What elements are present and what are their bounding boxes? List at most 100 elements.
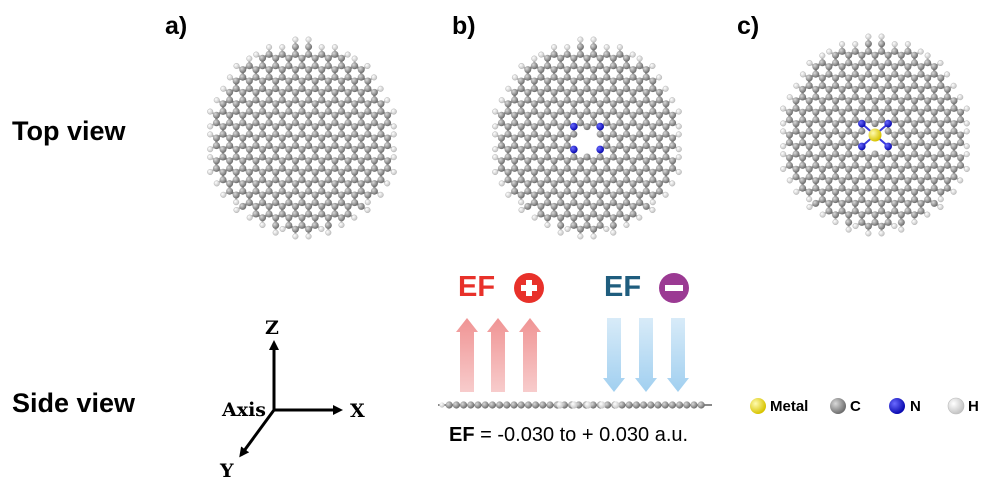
c-atom — [278, 119, 286, 127]
h-atom — [207, 108, 214, 115]
h-atom — [675, 123, 682, 130]
c-atom — [265, 187, 273, 195]
c-atom — [864, 40, 872, 48]
c-atom — [629, 210, 637, 218]
c-atom — [517, 153, 525, 161]
c-atom — [917, 199, 925, 207]
c-atom — [544, 54, 552, 62]
c-atom — [609, 221, 617, 229]
c-atom — [818, 104, 826, 112]
c-atom — [871, 59, 879, 67]
c-atom — [318, 202, 326, 210]
c-atom — [219, 153, 227, 161]
c-atom — [537, 73, 545, 81]
c-atom — [924, 97, 932, 105]
c-atom — [590, 111, 598, 119]
c-atom — [311, 123, 319, 131]
c-atom — [891, 93, 899, 101]
h-atom — [852, 223, 859, 230]
c-atom — [285, 176, 293, 184]
side-atom — [584, 401, 592, 409]
c-atom — [864, 222, 872, 230]
h-atom — [305, 233, 312, 240]
c-atom — [245, 199, 253, 207]
c-atom — [265, 210, 273, 218]
c-atom — [636, 85, 644, 93]
c-atom — [259, 62, 267, 70]
c-atom — [563, 202, 571, 210]
c-atom — [851, 116, 859, 124]
c-atom — [517, 130, 525, 138]
c-atom — [337, 54, 345, 62]
h-atom — [577, 36, 584, 43]
c-atom — [878, 207, 886, 215]
h-atom — [675, 169, 682, 176]
c-atom — [649, 168, 657, 176]
c-atom — [291, 73, 299, 81]
c-atom — [305, 50, 313, 58]
c-atom — [897, 150, 905, 158]
h-atom — [780, 143, 787, 150]
c-atom — [245, 62, 253, 70]
h-atom — [492, 146, 499, 153]
c-atom — [557, 130, 565, 138]
side-atom — [676, 401, 684, 409]
c-atom — [825, 108, 833, 116]
c-atom — [957, 139, 965, 147]
c-atom — [950, 142, 958, 150]
c-atom — [278, 164, 286, 172]
c-atom — [384, 134, 392, 142]
n-atom — [884, 142, 892, 151]
c-atom — [318, 157, 326, 165]
c-atom — [285, 145, 293, 153]
c-atom — [245, 130, 253, 138]
c-atom — [622, 199, 630, 207]
c-atom — [331, 96, 339, 104]
c-atom — [583, 168, 591, 176]
c-atom — [851, 199, 859, 207]
c-atom — [298, 199, 306, 207]
legend — [750, 397, 965, 415]
c-atom — [384, 142, 392, 150]
c-atom — [377, 145, 385, 153]
c-atom — [550, 134, 558, 142]
h-atom — [246, 214, 253, 221]
c-atom — [377, 168, 385, 176]
c-atom — [291, 134, 299, 142]
c-atom — [943, 131, 951, 139]
c-atom — [252, 73, 260, 81]
c-atom — [891, 207, 899, 215]
c-atom — [497, 134, 505, 142]
c-atom — [344, 73, 352, 81]
c-atom — [511, 119, 519, 127]
c-atom — [272, 130, 280, 138]
c-atom — [812, 108, 820, 116]
axis-title: Axis — [222, 399, 266, 421]
c-atom — [917, 85, 925, 93]
c-atom — [344, 157, 352, 165]
c-atom — [649, 100, 657, 108]
ef-negative-arrows — [603, 318, 689, 392]
c-atom — [609, 191, 617, 199]
ef-down-arrow — [667, 318, 689, 392]
c-atom — [832, 188, 840, 196]
c-atom — [845, 104, 853, 112]
c-atom — [838, 116, 846, 124]
c-atom — [331, 73, 339, 81]
c-atom — [832, 165, 840, 173]
c-atom — [590, 50, 598, 58]
c-atom — [511, 164, 519, 172]
c-atom — [897, 218, 905, 226]
c-atom — [384, 164, 392, 172]
c-atom — [904, 154, 912, 162]
c-atom — [616, 66, 624, 74]
c-atom — [897, 120, 905, 128]
c-atom — [537, 210, 545, 218]
c-atom — [331, 50, 339, 58]
c-atom — [324, 176, 332, 184]
c-atom — [884, 82, 892, 90]
c-atom — [305, 180, 313, 188]
c-atom — [897, 173, 905, 181]
c-atom — [609, 54, 617, 62]
c-atom — [245, 191, 253, 199]
